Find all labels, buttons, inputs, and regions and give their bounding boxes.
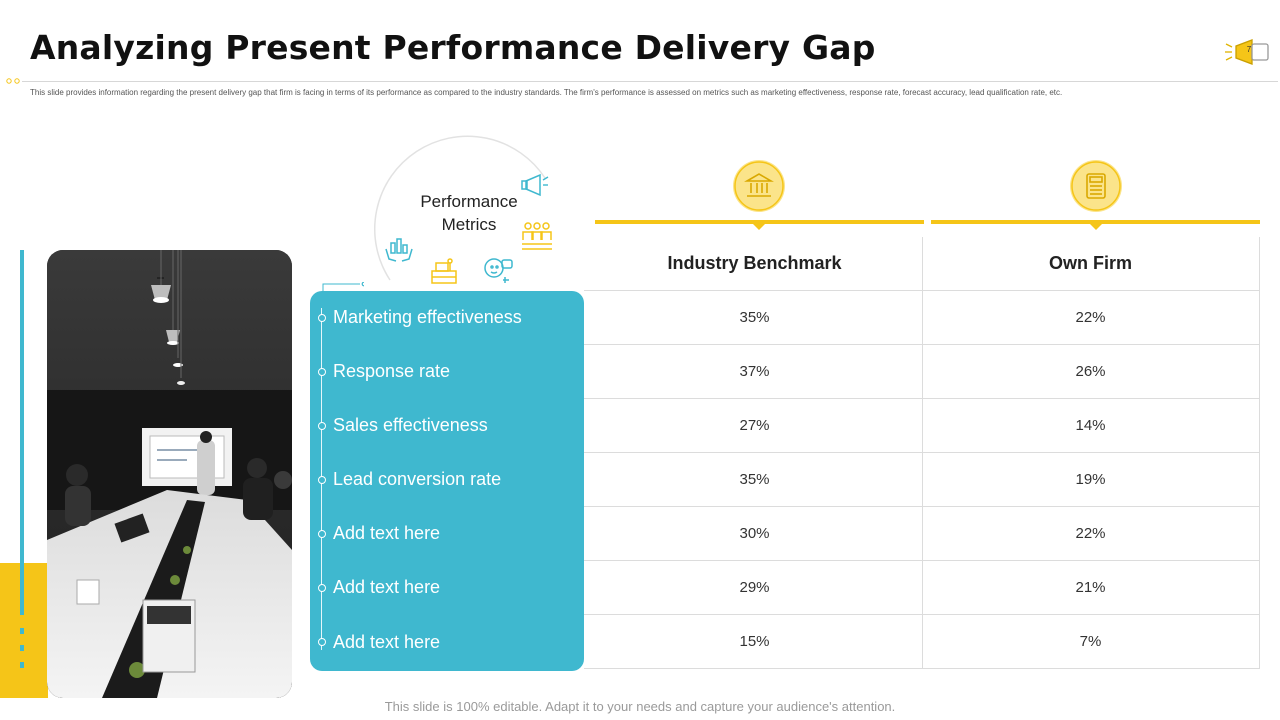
- hands-chart-icon: [385, 238, 413, 262]
- teal-accent-bar: [20, 250, 24, 615]
- cell-own-firm: 21%: [1075, 579, 1106, 596]
- metrics-arc: [373, 135, 546, 281]
- cell-own-firm: 22%: [1075, 309, 1106, 326]
- divider-dots-icon: [6, 78, 20, 84]
- metric-label: Lead conversion rate: [333, 469, 502, 489]
- table-row-divider: [584, 398, 1260, 399]
- yellow-accent-block: [0, 563, 48, 698]
- table-row-divider: [584, 614, 1260, 615]
- table-column-divider: [922, 237, 923, 669]
- cash-register-icon: [431, 258, 457, 284]
- cell-own-firm: 7%: [1079, 633, 1102, 650]
- metric-bullet: [318, 422, 326, 430]
- cell-own-firm: 26%: [1075, 363, 1106, 380]
- own-firm-header-bar: [931, 220, 1260, 224]
- table-row-divider: [584, 452, 1260, 453]
- cell-benchmark: 29%: [739, 579, 770, 596]
- meeting-room-photo: [47, 250, 292, 698]
- table-row-divider: [584, 506, 1260, 507]
- megaphone-icon: [1225, 39, 1269, 65]
- slide-description: This slide provides information regardin…: [30, 88, 1063, 97]
- metric-bullet: [318, 530, 326, 538]
- megaphone-outline-icon: [521, 173, 549, 197]
- footer-note: This slide is 100% editable. Adapt it to…: [384, 699, 896, 714]
- metric-label: Add text here: [333, 577, 441, 597]
- performance-metrics-heading: Performance Metrics: [420, 192, 518, 234]
- metric-bullet: [318, 476, 326, 484]
- cell-benchmark: 15%: [739, 633, 770, 650]
- metric-label: Marketing effectiveness: [333, 307, 522, 327]
- cell-own-firm: 19%: [1075, 471, 1106, 488]
- connector-line: [322, 282, 364, 292]
- audience-icon: [522, 222, 552, 250]
- cell-benchmark: 35%: [739, 471, 770, 488]
- metric-label: Sales effectiveness: [333, 415, 488, 435]
- cell-benchmark: 27%: [739, 417, 770, 434]
- benchmark-header-notch: [752, 223, 766, 230]
- metric-bullet: [318, 584, 326, 592]
- metric-bullet: [318, 638, 326, 646]
- metric-bullet: [318, 368, 326, 376]
- calculator-document-icon: [1070, 160, 1122, 212]
- own-firm-header-notch: [1089, 223, 1103, 230]
- title-divider: [22, 81, 1278, 82]
- column-header-industry-benchmark: Industry Benchmark: [667, 253, 842, 273]
- benchmark-header-bar: [595, 220, 924, 224]
- cell-benchmark: 37%: [739, 363, 770, 380]
- metric-bullet: [318, 314, 326, 322]
- cell-benchmark: 35%: [739, 309, 770, 326]
- cell-own-firm: 14%: [1075, 417, 1106, 434]
- table-row-divider: [584, 290, 1260, 291]
- table-row-divider: [584, 344, 1260, 345]
- metric-label: Add text here: [333, 523, 441, 543]
- cell-benchmark: 30%: [739, 525, 770, 542]
- table-right-border: [1259, 237, 1260, 669]
- metric-label: Add text here: [333, 632, 441, 652]
- slide-title: Analyzing Present Performance Delivery G…: [30, 28, 876, 67]
- table-row-divider: [584, 560, 1260, 561]
- column-header-own-firm: Own Firm: [1048, 253, 1132, 273]
- table-bottom-border: [584, 668, 1260, 669]
- speaker-person-icon: [484, 258, 513, 283]
- metric-label: Response rate: [333, 361, 451, 381]
- cell-own-firm: 22%: [1075, 525, 1106, 542]
- page-number: 7: [1246, 45, 1252, 54]
- metrics-panel: [310, 291, 584, 671]
- bank-icon: [733, 160, 785, 212]
